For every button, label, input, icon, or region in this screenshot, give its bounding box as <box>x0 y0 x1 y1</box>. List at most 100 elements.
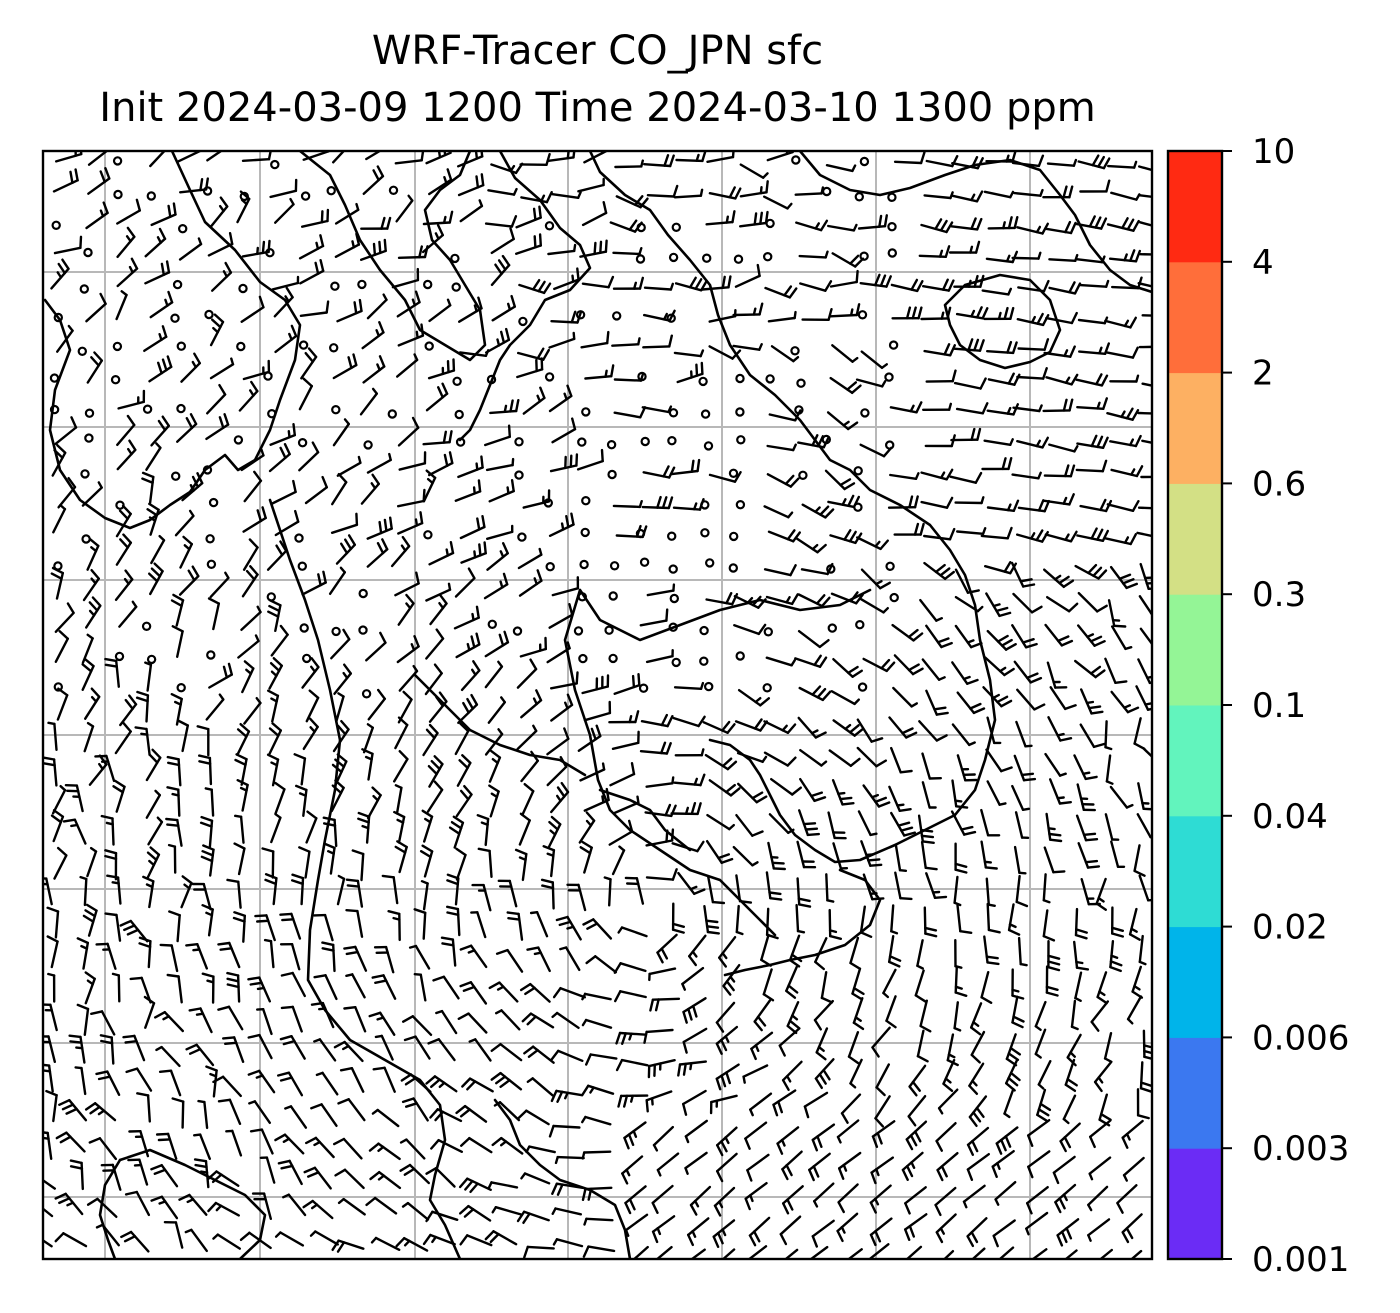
wind-barb <box>394 716 409 750</box>
wind-barb <box>170 693 183 726</box>
calm-wind-marker <box>202 186 213 196</box>
wind-barb <box>581 1150 612 1160</box>
wind-barb <box>435 1009 458 1035</box>
wind-barb <box>707 875 726 905</box>
wind-barb <box>623 1121 647 1150</box>
coastline-korea-west <box>43 151 302 530</box>
colorbar-segment <box>1168 815 1222 928</box>
wind-barb <box>1043 846 1066 874</box>
calm-wind-marker <box>358 588 368 599</box>
wind-barb <box>43 1178 56 1190</box>
calm-wind-marker <box>331 405 341 415</box>
wind-barb <box>242 538 259 571</box>
calm-wind-marker <box>821 434 832 445</box>
wind-barb <box>1137 193 1152 199</box>
wind-barb <box>1121 1213 1143 1244</box>
wind-barb <box>236 723 251 756</box>
wind-barb <box>1014 811 1030 839</box>
wind-barb <box>506 911 524 941</box>
wind-barb <box>485 457 515 472</box>
wind-barb <box>1138 221 1152 227</box>
wind-barb <box>243 697 262 725</box>
wind-barb <box>1027 1150 1051 1179</box>
wind-barb <box>1104 657 1128 684</box>
wind-barb <box>859 905 873 938</box>
wind-barb <box>739 180 769 198</box>
wind-barb <box>889 401 923 414</box>
wind-barb <box>954 595 984 613</box>
wind-barb <box>583 700 612 722</box>
wind-barb <box>1137 658 1152 685</box>
wind-barb <box>737 782 768 804</box>
wind-barb <box>520 689 543 719</box>
wind-barb <box>238 380 259 412</box>
wind-barb <box>84 971 96 1005</box>
wind-barb <box>855 378 887 388</box>
wind-barb <box>136 1092 152 1123</box>
wind-barb <box>351 849 365 882</box>
wind-barb <box>178 237 203 261</box>
wind-barb <box>920 306 952 321</box>
wind-barb <box>241 660 255 694</box>
wind-barb <box>786 1001 800 1035</box>
wind-barb <box>907 1094 927 1127</box>
wind-barb <box>421 223 444 254</box>
wind-barb <box>515 233 542 256</box>
wind-barb <box>395 1236 429 1252</box>
wind-barb <box>1106 500 1140 512</box>
wind-barb <box>766 151 794 162</box>
wind-barb <box>399 1163 430 1185</box>
wind-barb <box>95 1070 121 1097</box>
wind-barb <box>893 654 924 676</box>
wind-barb <box>120 1230 150 1253</box>
calm-wind-marker <box>857 310 868 320</box>
wind-barb <box>951 723 976 747</box>
wind-barb <box>143 325 168 352</box>
wind-barb <box>548 603 574 629</box>
wind-barb <box>268 722 282 756</box>
wind-barb <box>829 376 862 394</box>
wind-barb <box>1034 1000 1047 1032</box>
wind-barb <box>1138 934 1147 966</box>
wind-barb <box>547 815 562 849</box>
wind-barb <box>225 1129 243 1157</box>
wind-barb <box>398 664 419 692</box>
wind-barb <box>611 730 640 750</box>
wind-barb <box>205 693 225 721</box>
wind-barb <box>115 504 132 538</box>
wind-barb <box>365 151 383 161</box>
wind-barb <box>981 457 1013 471</box>
wind-barb <box>706 151 735 164</box>
wind-barb <box>106 874 122 905</box>
wind-barb <box>737 689 770 707</box>
wind-barb <box>1076 397 1109 410</box>
wind-barb <box>826 411 859 431</box>
wind-barb <box>827 811 847 840</box>
calm-wind-marker <box>331 626 341 637</box>
calm-wind-marker <box>733 254 744 264</box>
wind-barb <box>104 912 122 942</box>
wind-barb <box>921 752 942 780</box>
wind-barb <box>88 1137 118 1161</box>
wind-barb <box>551 576 580 597</box>
wind-barb <box>305 689 320 723</box>
wind-barb <box>336 455 362 477</box>
wind-barb <box>923 343 956 357</box>
wind-barb <box>305 1136 335 1159</box>
wind-barb <box>614 990 647 1003</box>
wind-barb <box>832 842 849 870</box>
wind-barb <box>84 1102 117 1122</box>
wind-barb <box>1129 1249 1143 1259</box>
wind-barb <box>489 399 520 415</box>
wind-barb <box>1109 940 1123 973</box>
colorbar-segment <box>1168 1148 1222 1260</box>
calm-wind-marker <box>854 192 865 202</box>
wind-barb <box>555 915 582 941</box>
wind-barb <box>520 190 553 204</box>
wind-barb <box>608 819 634 846</box>
wind-barb <box>207 1201 241 1217</box>
wind-barb <box>735 904 744 936</box>
wind-barb <box>135 690 150 723</box>
wind-barb <box>888 785 912 812</box>
wind-barb <box>321 941 336 973</box>
